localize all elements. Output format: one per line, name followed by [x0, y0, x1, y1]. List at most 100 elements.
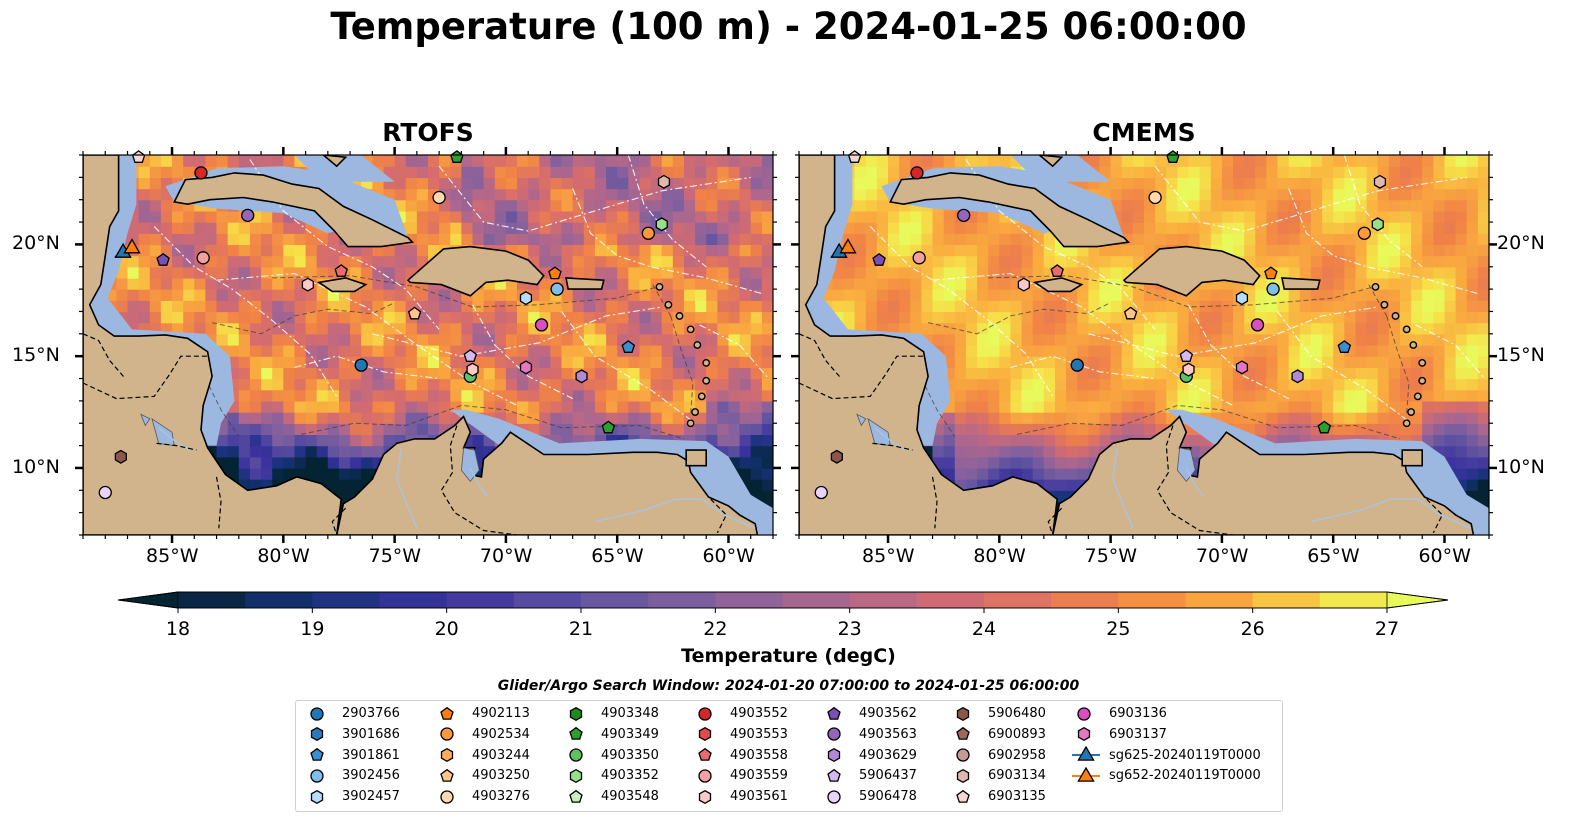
circle-marker-icon	[827, 790, 841, 804]
land-southAmerica	[1051, 415, 1475, 535]
argo-float-marker	[830, 449, 843, 464]
river	[874, 427, 907, 451]
legend-label: 4903349	[601, 726, 659, 742]
argo-float-marker	[621, 340, 636, 353]
eez-boundary	[1343, 155, 1423, 268]
legend-entry: 5906478	[821, 786, 917, 807]
island	[702, 358, 711, 367]
shelf-area	[1010, 155, 1111, 182]
argo-float-marker	[114, 449, 127, 464]
pentagon-marker-icon	[310, 747, 324, 761]
colorbar-tick-label: 22	[703, 618, 728, 640]
land-jamaica	[316, 277, 368, 293]
pentagon-marker-icon	[827, 768, 841, 782]
legend-label: 4903352	[601, 768, 659, 784]
argo-float-marker	[1070, 358, 1084, 372]
circle-marker-icon	[827, 727, 841, 741]
legend-label: 6900893	[988, 726, 1046, 742]
legend-label: 3902456	[342, 768, 400, 784]
eez-boundary	[572, 188, 763, 295]
bathymetry-contour	[272, 275, 658, 308]
legend-label: 4903558	[730, 747, 788, 763]
colorbar-tick-label: 24	[971, 618, 997, 640]
legend-label: 4903350	[601, 747, 659, 763]
lon-tick-label: 85°W	[146, 545, 199, 567]
lon-tick-label: 80°W	[973, 545, 1026, 567]
circle-marker-icon	[310, 706, 324, 721]
legend-entry: 4903559	[692, 765, 788, 786]
circle-marker-icon	[1077, 706, 1091, 721]
legend-entry: 3902456	[304, 765, 400, 786]
argo-float-marker	[301, 277, 314, 292]
lat-tick-label-right: 15°N	[1497, 344, 1545, 367]
colorbar-segment	[1051, 592, 1119, 608]
lon-tick-label: 60°W	[1418, 545, 1471, 567]
legend-label: 4903250	[472, 768, 530, 784]
legend-label: 3901861	[342, 747, 400, 763]
colorbar-segment	[1185, 592, 1254, 608]
land-southAmerica	[335, 415, 759, 535]
colorbar-segment	[648, 592, 716, 608]
argo-float-marker	[910, 166, 924, 180]
legend-label: 6903135	[988, 789, 1046, 805]
argo-float-marker	[641, 226, 656, 240]
colorbar-segment	[1319, 592, 1388, 608]
eez-boundary	[1010, 355, 1156, 380]
glider-marker	[839, 238, 857, 254]
colorbar-segment	[312, 592, 380, 608]
legend-label: 3902457	[342, 789, 400, 805]
land-trinidad	[685, 449, 708, 467]
legend-entry: 4903250	[434, 765, 530, 786]
legend-label: 4903348	[601, 706, 659, 721]
land-centralAmerica	[799, 155, 1059, 535]
lon-tick-label: 75°W	[1084, 545, 1138, 567]
pentagon-marker-icon	[440, 768, 454, 782]
argo-float-marker	[872, 253, 886, 266]
country-border	[931, 476, 938, 529]
argo-float-marker	[463, 349, 478, 362]
river	[1310, 498, 1472, 529]
argo-float-marker	[519, 291, 533, 306]
circle-marker-icon	[956, 748, 970, 762]
legend-label: 4903563	[859, 726, 917, 742]
colorbar-segment	[984, 592, 1052, 608]
country-border	[440, 425, 518, 535]
island	[1391, 312, 1400, 320]
colorbar-segment	[1118, 592, 1186, 608]
argo-float-marker	[534, 318, 549, 332]
argo-float-marker	[1179, 349, 1194, 362]
legend-label: 6903136	[1109, 706, 1167, 721]
argo-float-marker	[548, 266, 562, 280]
argo-float-marker	[354, 358, 368, 372]
legend-entry: 2903766	[304, 703, 400, 724]
legend-label: 4902534	[472, 726, 530, 742]
argo-float-marker	[1148, 190, 1162, 205]
lon-tick-label: 70°W	[1195, 545, 1249, 567]
island	[691, 408, 699, 416]
lon-tick-label: 80°W	[257, 545, 310, 567]
colorbar-tick-label: 26	[1240, 618, 1265, 640]
island	[675, 312, 684, 320]
legend-entry: 4903552	[692, 703, 788, 724]
island	[1402, 419, 1411, 428]
argo-float-marker	[1373, 174, 1387, 189]
legend-entry: sg625-20240119T0000	[1071, 745, 1261, 766]
hexagon-marker-icon	[440, 748, 454, 763]
pentagon-marker-icon	[956, 789, 970, 803]
map-frame	[82, 154, 774, 536]
bathymetry-contour	[652, 284, 672, 317]
legend-entry: 4903563	[821, 724, 917, 745]
legend-label: 6903134	[988, 768, 1046, 784]
country-border	[215, 476, 222, 529]
legend-label: 4903553	[730, 726, 788, 742]
argo-float-marker	[1371, 217, 1384, 232]
country-border	[83, 333, 126, 379]
legend-entry: 4902534	[434, 724, 530, 745]
land-trinidad	[1401, 449, 1424, 467]
legend-label: 4903561	[730, 789, 788, 805]
argo-float-marker	[466, 362, 479, 377]
legend-entry: 5906437	[821, 765, 917, 786]
lake	[856, 413, 867, 427]
legend-entry: 5906480	[950, 703, 1046, 724]
island	[664, 300, 673, 309]
